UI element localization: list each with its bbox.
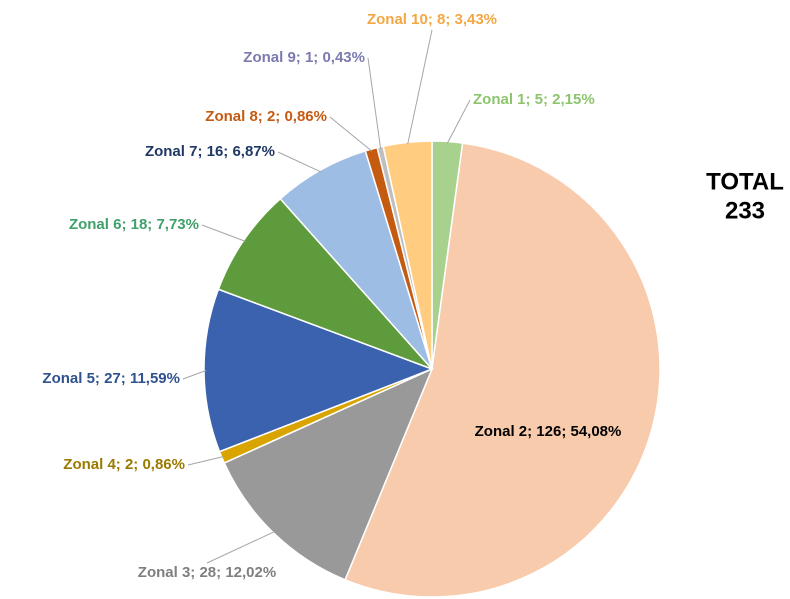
leader-line bbox=[367, 57, 382, 149]
pie-slice bbox=[344, 142, 661, 598]
pie-slice bbox=[203, 288, 435, 453]
leader-line bbox=[182, 370, 207, 380]
data-label: Zonal 9; 1; 0,43% bbox=[243, 49, 365, 66]
pie-slice bbox=[223, 367, 434, 581]
leader-line bbox=[329, 116, 373, 152]
data-label: Zonal 2; 126; 54,08% bbox=[475, 423, 622, 440]
data-label: Zonal 4; 2; 0,86% bbox=[63, 456, 185, 473]
total-label: TOTAL bbox=[706, 168, 784, 195]
data-label: Zonal 10; 8; 3,43% bbox=[367, 11, 497, 28]
data-label: Zonal 7; 16; 6,87% bbox=[145, 143, 275, 160]
leader-line bbox=[206, 531, 276, 564]
pie-slice bbox=[382, 140, 433, 370]
data-label: Zonal 5; 27; 11,59% bbox=[42, 370, 180, 387]
leader-line bbox=[446, 99, 471, 144]
data-label: Zonal 3; 28; 12,02% bbox=[138, 564, 276, 581]
leader-line bbox=[407, 29, 433, 145]
data-label: Zonal 1; 5; 2,15% bbox=[473, 91, 595, 108]
total-value: 233 bbox=[725, 197, 765, 224]
data-label: Zonal 6; 18; 7,73% bbox=[69, 216, 199, 233]
leader-line bbox=[201, 224, 246, 242]
leader-line bbox=[277, 151, 322, 173]
data-label: Zonal 8; 2; 0,86% bbox=[205, 108, 327, 125]
leader-line bbox=[187, 456, 224, 466]
